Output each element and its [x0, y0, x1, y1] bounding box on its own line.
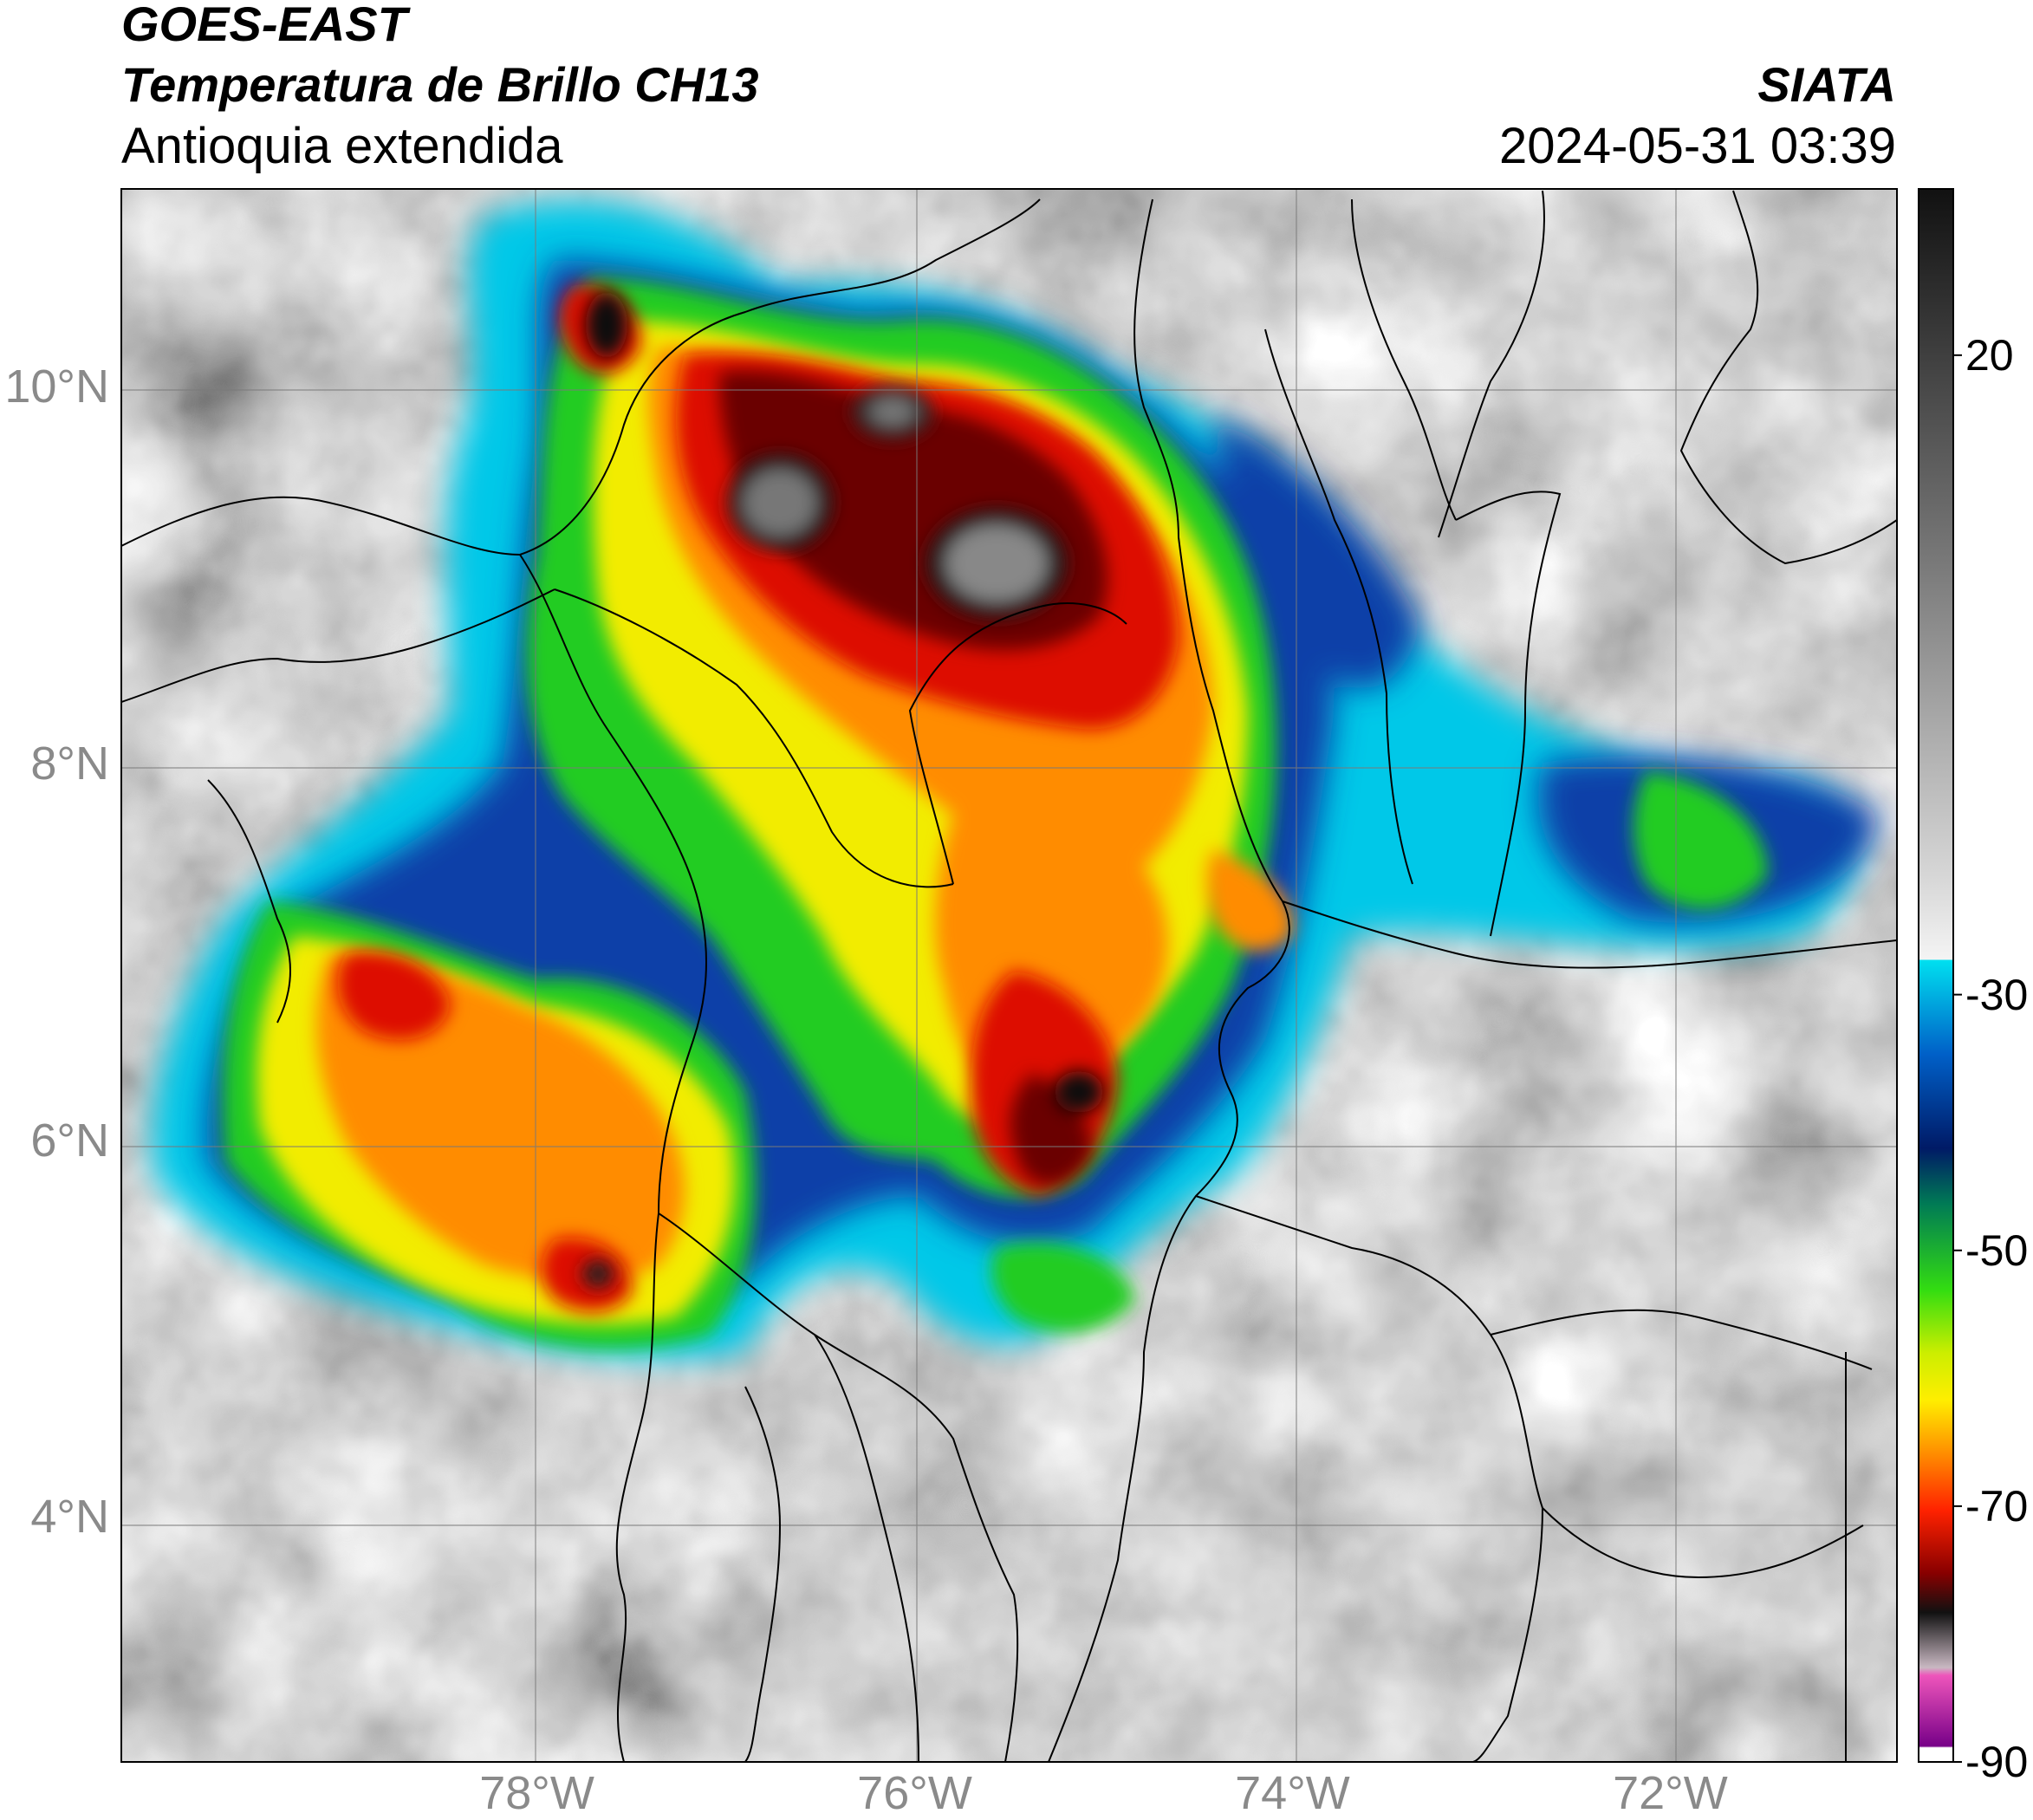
lon-tick-label: 78°W — [479, 1767, 594, 1819]
lat-tick-label: 10°N — [4, 361, 109, 413]
colorbar-label: -90 — [1965, 1738, 2029, 1786]
map-frame — [120, 188, 1898, 1763]
colorbar-label: -30 — [1965, 970, 2029, 1019]
lon-tick-label: 76°W — [857, 1767, 972, 1819]
colorbar-label: -50 — [1965, 1225, 2029, 1275]
colorbar-ticks — [1953, 354, 1962, 1763]
graticule — [121, 189, 1897, 1762]
colorbar-label: -70 — [1965, 1481, 2029, 1531]
region-subtitle: Antioquia extendida — [121, 118, 563, 174]
colorbar-label: 20 — [1965, 330, 2014, 380]
map-image-area — [121, 189, 1897, 1762]
lat-tick-label: 8°N — [30, 737, 109, 790]
lon-tick-label: 72°W — [1613, 1767, 1728, 1819]
lat-tick-label: 6°N — [30, 1114, 109, 1167]
lon-tick-label: 74°W — [1235, 1767, 1350, 1819]
overshooting-tops — [582, 292, 1103, 1288]
brand-label: SIATA — [1757, 57, 1896, 112]
timestamp-label: 2024-05-31 03:39 — [1499, 118, 1896, 174]
borders — [121, 190, 1897, 1762]
lat-tick-label: 4°N — [30, 1491, 109, 1544]
colorbar — [1919, 189, 1953, 1762]
colorbar-frame — [1918, 188, 1954, 1763]
product-title: Temperatura de Brillo CH13 — [121, 57, 759, 112]
satellite-title: GOES-EAST — [121, 0, 407, 51]
